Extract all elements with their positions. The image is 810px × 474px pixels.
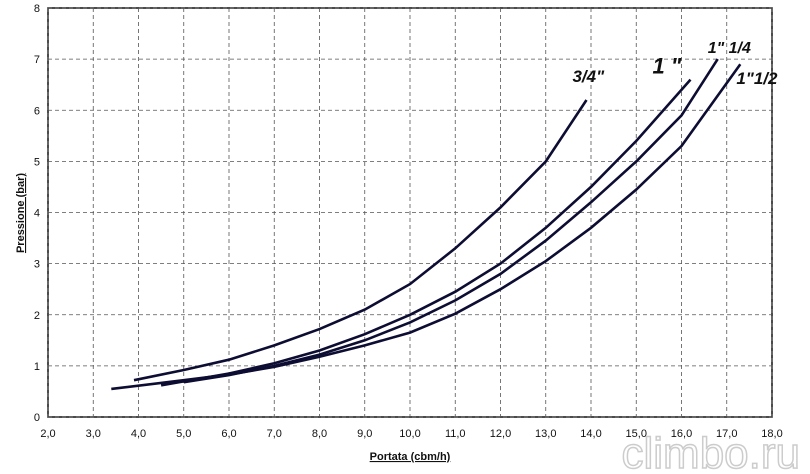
line-series bbox=[111, 63, 742, 391]
series-label: 1" 1/4 bbox=[708, 40, 751, 57]
x-tick-label: 14,0 bbox=[580, 428, 601, 440]
watermark: climbo.ru bbox=[622, 429, 801, 474]
series-label: 3/4" bbox=[572, 67, 605, 86]
line-series bbox=[133, 99, 588, 382]
y-tick-label: 1 bbox=[34, 361, 40, 373]
x-tick-label: 4,0 bbox=[131, 428, 146, 440]
x-tick-label: 18,0 bbox=[761, 428, 782, 440]
y-tick-label: 8 bbox=[34, 3, 40, 15]
x-tick-label: 7,0 bbox=[267, 428, 282, 440]
y-axis-label: Pressione (bar) bbox=[15, 173, 27, 253]
x-tick-label: 11,0 bbox=[445, 428, 466, 440]
y-tick-label: 0 bbox=[34, 412, 40, 424]
x-tick-label: 16,0 bbox=[671, 428, 692, 440]
x-tick-label: 8,0 bbox=[312, 428, 327, 440]
x-tick-label: 9,0 bbox=[357, 428, 372, 440]
y-tick-label: 2 bbox=[34, 310, 40, 322]
x-tick-label: 17,0 bbox=[716, 428, 737, 440]
x-tick-label: 13,0 bbox=[535, 428, 556, 440]
x-tick-label: 3,0 bbox=[86, 428, 101, 440]
x-axis-label: Portata (cbm/h) bbox=[370, 451, 451, 463]
series-label: 1"1/2 bbox=[736, 69, 778, 88]
x-tick-label: 10,0 bbox=[399, 428, 420, 440]
x-tick-label: 12,0 bbox=[490, 428, 511, 440]
x-tick-label: 6,0 bbox=[221, 428, 236, 440]
y-tick-label: 3 bbox=[34, 259, 40, 271]
line-series bbox=[183, 58, 719, 384]
x-tick-label: 2,0 bbox=[40, 428, 55, 440]
line-series bbox=[160, 78, 692, 387]
y-tick-label: 4 bbox=[34, 208, 40, 220]
y-tick-label: 6 bbox=[34, 105, 40, 117]
series-label: 1 " bbox=[653, 54, 682, 79]
y-tick-label: 5 bbox=[34, 156, 40, 168]
y-tick-label: 7 bbox=[34, 54, 40, 66]
x-tick-label: 5,0 bbox=[176, 428, 191, 440]
x-tick-label: 15,0 bbox=[626, 428, 647, 440]
